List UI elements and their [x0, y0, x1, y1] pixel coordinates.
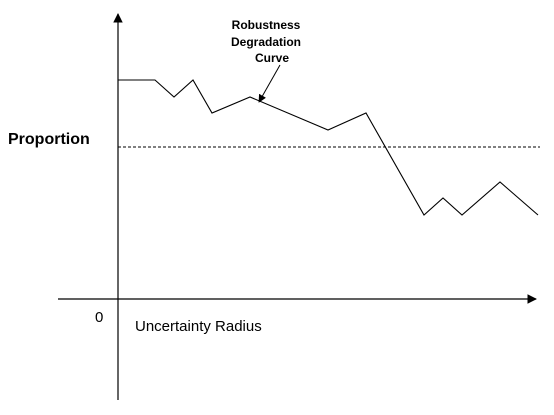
annotation-line-1: Robustness: [232, 18, 301, 32]
x-axis-label: Uncertainty Radius: [135, 318, 262, 335]
origin-label: 0: [95, 309, 103, 326]
annotation-pointer: [258, 64, 281, 103]
robustness-degradation-curve: [118, 79, 539, 216]
y-axis-label: Proportion: [8, 131, 90, 148]
annotation-line-3: Curve: [255, 51, 289, 65]
annotation-line-2: Degradation: [231, 35, 301, 49]
